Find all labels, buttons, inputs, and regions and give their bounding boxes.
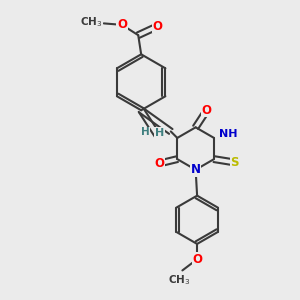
Text: O: O xyxy=(117,18,127,32)
Text: NH: NH xyxy=(219,128,237,139)
Text: CH$_3$: CH$_3$ xyxy=(168,273,191,287)
Text: O: O xyxy=(202,104,212,117)
Text: CH$_3$: CH$_3$ xyxy=(80,15,102,29)
Text: O: O xyxy=(154,157,164,170)
Text: O: O xyxy=(152,20,162,33)
Text: H: H xyxy=(155,128,164,138)
Text: O: O xyxy=(192,253,202,266)
Text: S: S xyxy=(230,156,239,169)
Text: N: N xyxy=(190,163,201,176)
Text: H: H xyxy=(141,127,149,137)
